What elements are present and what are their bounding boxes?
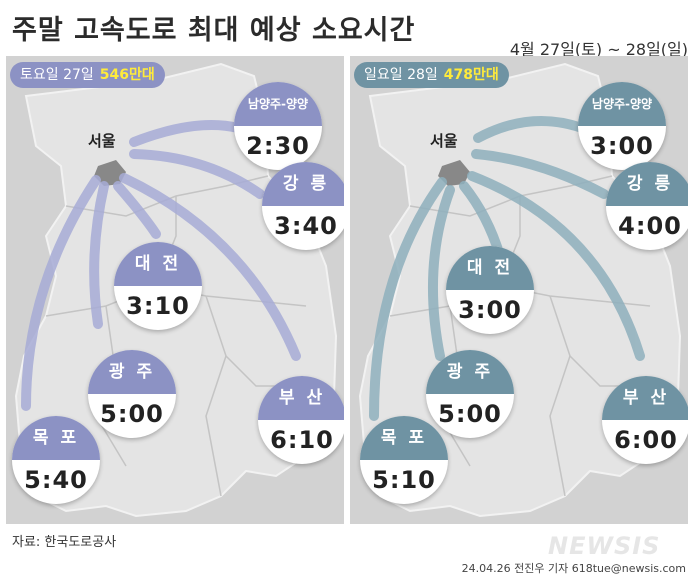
route-daejeon [113,181,161,239]
travel-time: 3:40 [274,212,338,240]
travel-time: 4:00 [618,212,682,240]
sunday-traffic: 478만대 [443,67,499,83]
route-mokpo [369,177,447,421]
travel-time: 6:10 [270,426,334,454]
city-busan: 부 산 6:10 [258,376,344,464]
route-namyangju [473,115,587,143]
newsis-logo: NEWSIS [548,532,661,560]
source-note: 자료: 한국도로공사 [12,535,117,550]
travel-time: 3:00 [590,132,654,160]
city-daejeon: 대 전 3:10 [114,242,202,330]
route-gangneung [471,149,609,199]
city-mokpo: 목 포 5:40 [12,416,100,504]
city-mokpo: 목 포 5:10 [360,416,448,504]
travel-time: 5:40 [24,466,88,494]
travel-time: 2:30 [246,132,310,160]
page-title: 주말 고속도로 최대 예상 소요시간 [12,15,416,46]
travel-time: 5:00 [100,400,164,428]
travel-time: 3:10 [126,292,190,320]
city-name: 강 릉 [262,162,344,206]
city-busan: 부 산 6:00 [602,376,688,464]
city-gangneung: 강 릉 3:40 [262,162,344,250]
city-gwangju: 광 주 5:00 [426,350,514,438]
route-gangneung [129,149,265,199]
sunday-panel: 일요일 28일 478만대 서울 남양주-양양 3:00 강 릉 4:00 대 전… [350,56,688,524]
city-namyangju-yangyang: 남양주-양양 2:30 [234,82,322,170]
route-mokpo [21,175,101,411]
saturday-banner-label: 토요일 27일 [20,67,94,83]
route-gwangju [89,181,109,329]
city-namyangju-yangyang: 남양주-양양 3:00 [578,82,666,170]
origin-label: 서울 [430,132,458,150]
sat-routes [21,120,301,411]
city-gangneung: 강 릉 4:00 [606,162,688,250]
travel-time: 5:00 [438,400,502,428]
travel-time: 3:00 [458,296,522,324]
seoul-area [94,160,126,186]
route-busan [467,171,645,361]
sun-routes [369,115,645,421]
saturday-panel: 토요일 27일 546만대 서울 남양주-양양 2:30 강 릉 3:40 대 전… [6,56,344,524]
city-gwangju: 광 주 5:00 [88,350,176,438]
route-gwangju [428,185,455,361]
travel-time: 5:10 [372,466,436,494]
travel-time: 6:00 [614,426,678,454]
city-daejeon: 대 전 3:00 [446,246,534,334]
sunday-banner: 일요일 28일 478만대 [354,62,509,88]
origin-label: 서울 [88,132,116,150]
sunday-banner-label: 일요일 28일 [364,67,438,83]
route-namyangju [129,120,243,147]
saturday-traffic: 546만대 [99,67,155,83]
route-busan [119,173,301,361]
date-range: 4월 27일(토) ~ 28일(일) [509,40,688,59]
credit-line: 24.04.26 전진우 기자 618tue@newsis.com [461,562,686,575]
saturday-banner: 토요일 27일 546만대 [10,62,165,88]
